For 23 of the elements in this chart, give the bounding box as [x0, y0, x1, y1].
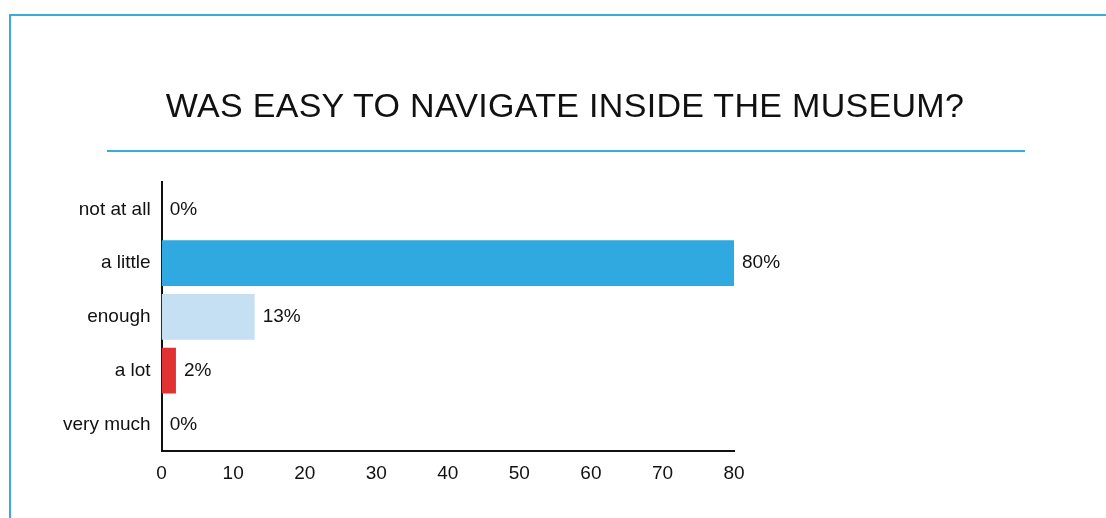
bar [161, 240, 734, 286]
y-tick-label: not at all [78, 197, 151, 219]
y-tick-label: very much [62, 412, 151, 434]
y-tick-label: enough [87, 305, 151, 327]
y-tick-label: a little [100, 251, 151, 273]
x-tick-label: 20 [294, 461, 316, 483]
data-label: 0% [169, 412, 198, 434]
data-label: 13% [262, 305, 301, 327]
chart-title: WAS EASY TO NAVIGATE INSIDE THE MUSEUM? [164, 86, 966, 125]
x-tick-label: 40 [437, 461, 459, 483]
bar [161, 293, 255, 340]
y-tick-label: a lot [114, 358, 152, 380]
x-tick-label: 50 [508, 461, 530, 483]
x-tick-label: 70 [651, 461, 674, 483]
bar [161, 347, 176, 394]
x-tick-label: 10 [222, 461, 244, 483]
x-tick-label: 60 [580, 461, 602, 483]
x-tick-label: 0 [156, 461, 167, 483]
x-tick-label: 80 [723, 461, 745, 483]
x-tick-label: 30 [365, 461, 387, 483]
data-label: 80% [742, 251, 781, 273]
data-label: 0% [169, 197, 198, 219]
data-label: 2% [183, 358, 212, 380]
